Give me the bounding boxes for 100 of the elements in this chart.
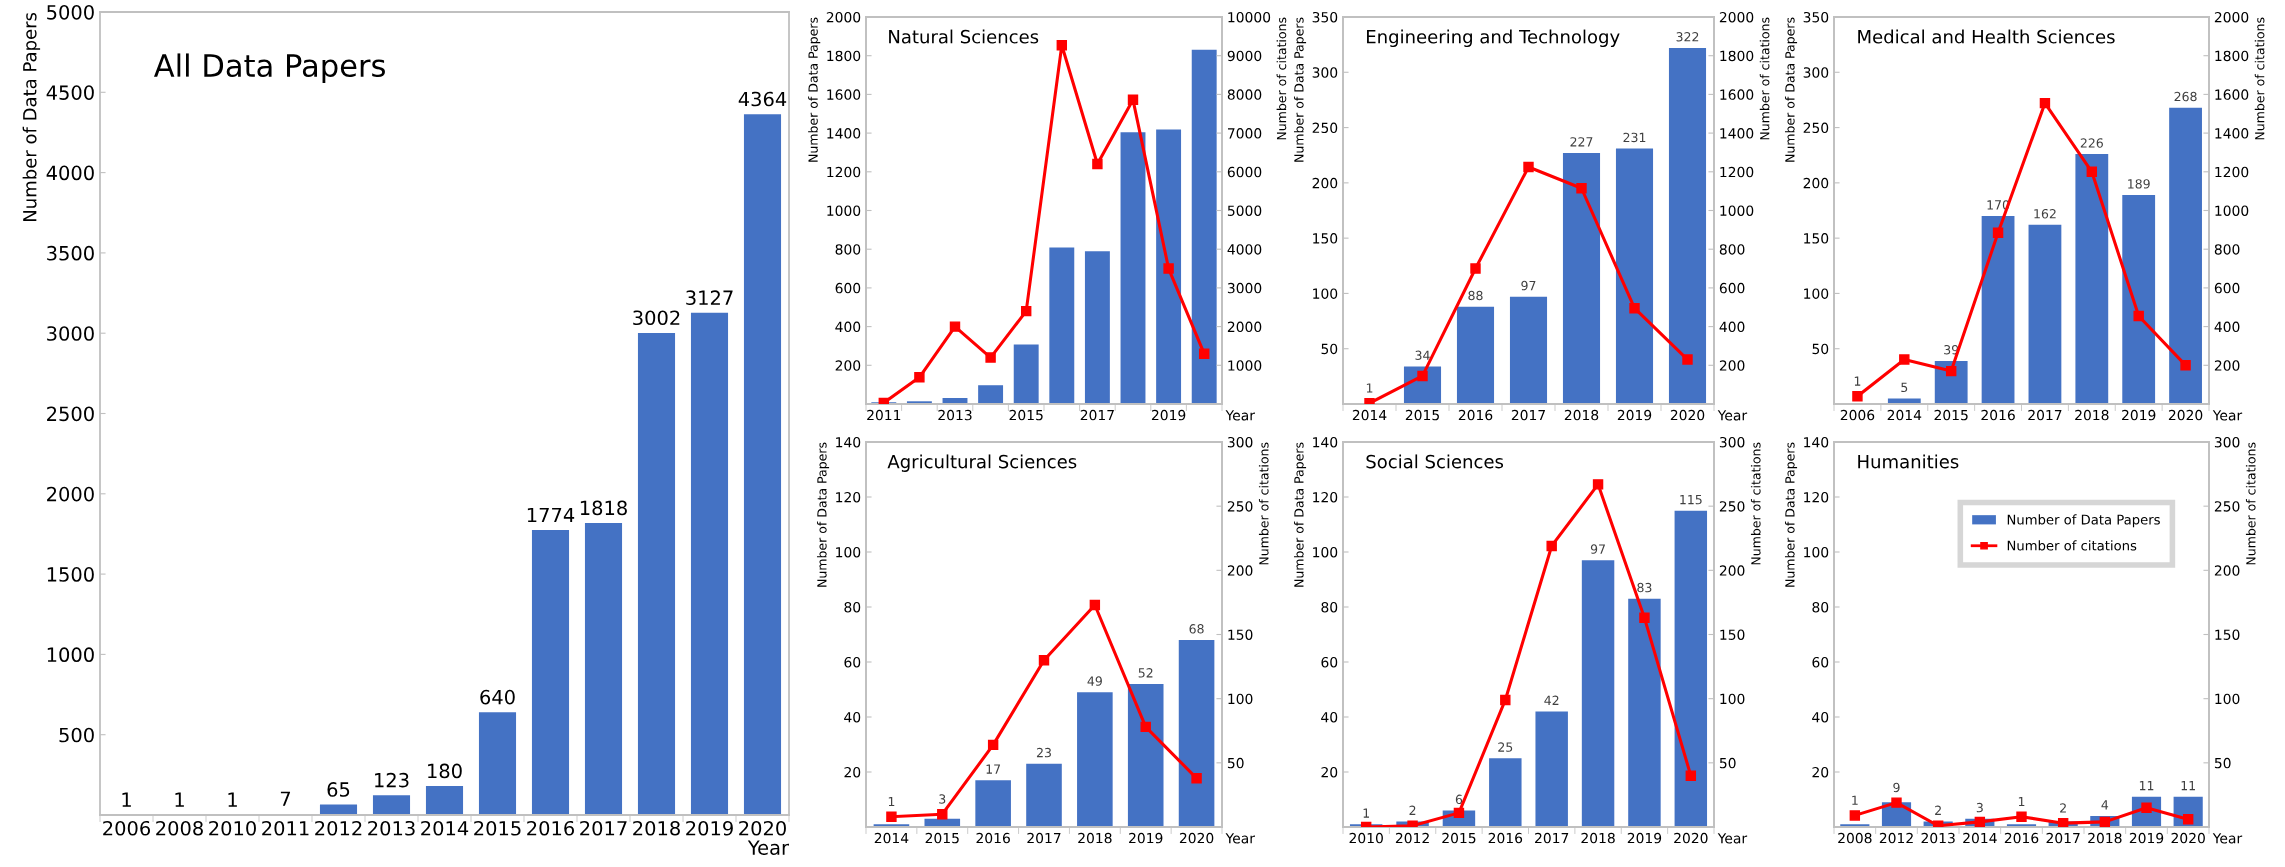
data-label: 34 [1415, 350, 1430, 360]
legend-label: Number of citations [2007, 540, 2137, 551]
y2-axis-title: Number of citations [1750, 442, 1761, 565]
bar [1127, 684, 1164, 827]
y2-tick-label: 300 [1227, 436, 1253, 448]
data-label: 17 [986, 764, 1001, 774]
x-tick-label: 2016 [1458, 409, 1493, 421]
x-tick-label: 2017 [1535, 832, 1569, 844]
data-label: 1 [122, 792, 131, 807]
bar [1013, 344, 1039, 404]
data-label: 189 [2128, 179, 2150, 189]
text: All Data Papers [153, 53, 385, 83]
x-axis-title: Year [2212, 833, 2243, 844]
y2-tick-label: 250 [1227, 501, 1253, 512]
y-tick-label: 100 [1313, 546, 1338, 558]
y-tick-label: 100 [836, 546, 861, 558]
bar [478, 712, 517, 815]
data-label: 1 [175, 792, 184, 807]
y2-tick-label: 1800 [2215, 50, 2249, 62]
bar [1535, 711, 1568, 827]
data-label: 49 [1087, 676, 1102, 686]
point [1089, 599, 1101, 611]
y2-tick-label: 600 [2214, 282, 2240, 294]
data-label: 640 [480, 689, 515, 705]
point [1576, 183, 1587, 194]
x-axis-title: Year [1225, 833, 1255, 844]
point [1163, 263, 1174, 274]
data-label: 4 [2101, 800, 2109, 810]
y2-tick-label: 50 [1719, 757, 1736, 769]
data-label: 2 [1409, 805, 1416, 815]
data-label: 3002 [633, 310, 680, 326]
x-axis-title: Year [2212, 410, 2243, 421]
y-tick-label: 80 [1812, 601, 1829, 613]
point [2180, 360, 2191, 371]
y-axis-title: Number of Data Papers [22, 12, 41, 222]
point [1899, 354, 1910, 365]
y-tick-label: 1000 [827, 205, 861, 216]
y2-tick-label: 400 [2214, 321, 2240, 333]
bar [1178, 640, 1215, 827]
x-tick-label: 2015 [1442, 832, 1476, 844]
y-tick-label: 80 [844, 601, 861, 613]
y2-tick-label: 1800 [1720, 50, 1754, 62]
y2-tick-label: 50 [2214, 757, 2231, 769]
point [1639, 612, 1650, 624]
y2-tick-label: 250 [2214, 501, 2240, 512]
y-tick-label: 40 [1812, 711, 1829, 723]
y-tick-label: 300 [1803, 67, 1829, 78]
x-tick-label: 2016 [527, 820, 575, 836]
data-label: 25 [1498, 742, 1513, 752]
y-tick-label: 140 [1804, 436, 1829, 448]
y2-tick-label: 50 [1227, 757, 1244, 769]
y2-tick-label: 1000 [1228, 360, 1262, 371]
y2-tick-label: 800 [1719, 244, 1745, 255]
y-axis-title: Number of Data Papers [1784, 442, 1798, 587]
bar [1084, 251, 1110, 404]
bar [975, 780, 1011, 827]
y-tick-label: 2500 [47, 406, 94, 422]
data-label: 162 [2034, 209, 2056, 219]
x-tick-label: 2017 [580, 820, 627, 836]
x-tick-label: 2020 [1670, 409, 1705, 421]
data-label: 11 [2139, 781, 2154, 791]
point [987, 739, 999, 751]
bar [1026, 763, 1062, 827]
y-tick-label: 200 [835, 360, 861, 371]
y-tick-label: 4000 [46, 165, 94, 181]
bar [637, 332, 676, 815]
x-tick-label: 2019 [686, 820, 733, 836]
y2-tick-label: 250 [1719, 501, 1745, 512]
y-tick-label: 20 [1812, 766, 1829, 778]
point [1198, 348, 1210, 359]
y-axis-title: Number of Data Papers [1784, 17, 1798, 162]
bar [1489, 758, 1522, 827]
text: Medical and Health Sciences [1858, 29, 2115, 44]
y-tick-label: 60 [1812, 656, 1829, 668]
data-label: 1 [2018, 797, 2025, 807]
x-tick-label: 2018 [2088, 832, 2122, 844]
x-tick-label: 2017 [2046, 832, 2080, 844]
point [1020, 305, 1032, 317]
bar [1581, 560, 1615, 827]
y-tick-label: 2000 [47, 486, 94, 502]
point [1852, 391, 1863, 402]
y-tick-label: 140 [1313, 436, 1338, 448]
y-tick-label: 150 [1313, 233, 1338, 244]
bar [1191, 49, 1217, 404]
data-label: 115 [1680, 495, 1702, 505]
text: Engineering and Technology [1367, 29, 1620, 48]
y-tick-label: 1400 [827, 128, 861, 139]
y-tick-label: 40 [844, 711, 861, 723]
data-label: 2 [2060, 803, 2066, 813]
bar [1049, 247, 1075, 404]
legend-label: Number of Data Papers [2007, 514, 2160, 528]
data-label: 1 [1852, 795, 1858, 805]
data-label: 123 [375, 772, 409, 788]
x-axis-title: Year [1717, 833, 1748, 844]
bar [2122, 195, 2156, 404]
bar [1674, 510, 1708, 827]
y2-tick-label: 100 [1228, 693, 1253, 705]
point [1682, 354, 1693, 365]
y-tick-label: 60 [1321, 656, 1338, 668]
point [937, 808, 948, 820]
